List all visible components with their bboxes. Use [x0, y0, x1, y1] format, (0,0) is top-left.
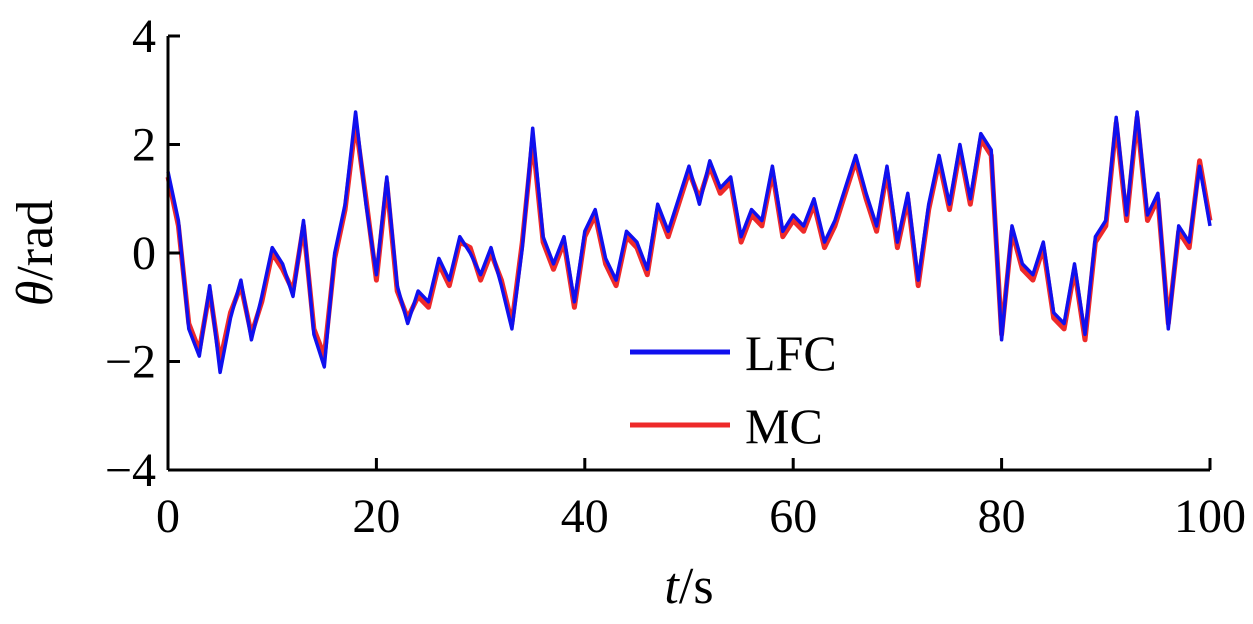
- series-line-lfc: [166, 110, 1212, 375]
- legend: LFC MC: [630, 325, 837, 454]
- legend-label-lfc: LFC: [745, 325, 837, 381]
- x-tick-label: 80: [978, 490, 1026, 543]
- x-tick-label: 0: [156, 490, 180, 543]
- y-tick-label: 0: [132, 227, 156, 280]
- y-tick-label: −4: [105, 444, 156, 497]
- x-tick-label: 60: [769, 490, 817, 543]
- y-tick-label: 2: [132, 119, 156, 172]
- x-axis-label: t/s: [664, 558, 713, 615]
- y-axis-unit: rad: [7, 200, 64, 266]
- legend-label-mc: MC: [745, 398, 823, 454]
- x-tick-label: 40: [561, 490, 609, 543]
- y-axis-label: θ/rad: [7, 200, 64, 306]
- y-tick-label: 4: [132, 10, 156, 63]
- y-axis-variable: θ: [7, 281, 64, 307]
- x-axis-separator: /: [679, 558, 694, 615]
- y-tick-label: −2: [105, 336, 156, 389]
- series-layer: [165, 110, 1213, 375]
- x-tick-label: 20: [352, 490, 400, 543]
- y-axis-separator: /: [7, 266, 64, 281]
- x-tick-label: 100: [1174, 490, 1246, 543]
- tick-layer: 0 20 40 60 80 100 −4 −2 0 2 4: [105, 10, 1246, 543]
- x-axis-variable: t: [664, 558, 680, 615]
- series-line-mc: [165, 114, 1213, 364]
- x-axis-unit: s: [693, 558, 713, 615]
